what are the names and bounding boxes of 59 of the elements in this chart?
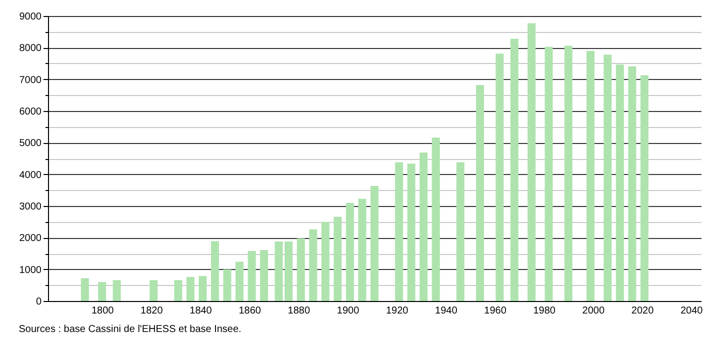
bar xyxy=(456,162,464,301)
bar xyxy=(528,23,536,301)
bar xyxy=(112,280,121,301)
bar xyxy=(223,269,232,301)
bar xyxy=(564,46,572,301)
bar xyxy=(370,186,378,301)
bar xyxy=(236,262,244,301)
y-tick-label: 7000 xyxy=(19,74,42,86)
y-tick-label: 9000 xyxy=(19,12,42,22)
y-tick-label: 2000 xyxy=(19,233,42,244)
x-tick-label: 1820 xyxy=(140,306,164,316)
y-tick-label: 4000 xyxy=(19,170,42,181)
bar xyxy=(80,278,89,301)
y-tick-label: 0 xyxy=(36,296,42,308)
bar xyxy=(198,276,207,301)
bar xyxy=(150,280,158,301)
bar xyxy=(476,85,484,301)
bar xyxy=(248,250,256,301)
x-tick-label: 1880 xyxy=(288,306,310,316)
bar xyxy=(407,164,416,301)
x-tick-label: 1800 xyxy=(91,306,114,316)
y-tick-label: 8000 xyxy=(19,43,42,54)
bar xyxy=(186,276,194,301)
bar xyxy=(640,75,648,301)
bar xyxy=(309,229,318,301)
y-tick-label: 6000 xyxy=(19,106,42,118)
bar xyxy=(432,138,440,301)
bar xyxy=(98,282,106,301)
bar xyxy=(586,50,594,301)
y-tick-label: 1000 xyxy=(19,264,42,276)
bar xyxy=(628,66,636,301)
bar xyxy=(616,64,624,301)
bar xyxy=(210,241,219,301)
x-tick-label: 2000 xyxy=(582,306,605,316)
bar xyxy=(174,280,182,301)
x-tick-label: 1860 xyxy=(238,306,262,316)
source-note: Sources : base Cassini de l'EHESS et base Insee. xyxy=(18,324,242,335)
bar xyxy=(496,54,504,301)
bar xyxy=(260,250,268,301)
x-tick-label: 1940 xyxy=(435,306,458,316)
x-tick-label: 1980 xyxy=(533,306,556,316)
bar xyxy=(510,38,518,301)
x-tick-label: 2020 xyxy=(631,306,654,316)
bar xyxy=(358,198,366,301)
bar xyxy=(544,46,553,301)
bar xyxy=(334,216,342,301)
bar xyxy=(604,54,612,301)
bar xyxy=(420,152,428,301)
x-tick-label: 1920 xyxy=(386,306,409,316)
y-tick-label: 3000 xyxy=(19,202,42,212)
y-tick-label: 5000 xyxy=(19,138,42,150)
bar xyxy=(296,238,305,301)
bar xyxy=(395,162,404,301)
x-tick-label: 1840 xyxy=(190,306,212,316)
x-tick-label: 2040 xyxy=(680,306,704,316)
bar xyxy=(346,202,354,301)
bar xyxy=(321,222,330,301)
x-tick-label: 1960 xyxy=(484,306,507,316)
x-tick-label: 1900 xyxy=(336,306,360,316)
